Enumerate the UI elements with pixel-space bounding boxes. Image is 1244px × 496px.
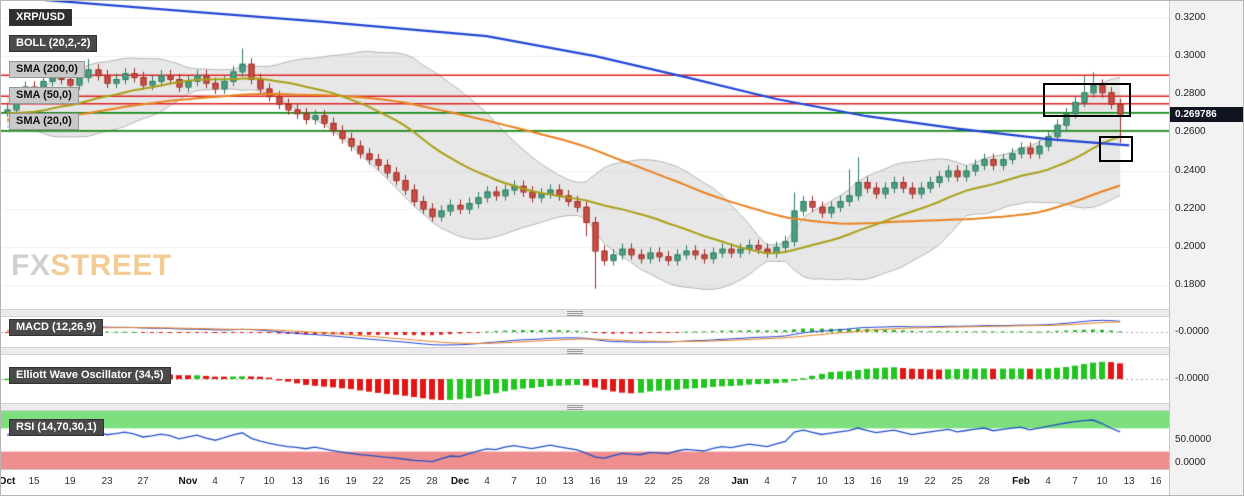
macd-axis-label: -0.0000 bbox=[1175, 326, 1209, 337]
time-axis-label: 13 bbox=[562, 476, 574, 487]
time-axis-label: Feb bbox=[1012, 476, 1030, 487]
time-axis-label: 25 bbox=[951, 476, 963, 487]
time-axis-label: Dec bbox=[450, 476, 470, 487]
time-axis-label: 16 bbox=[318, 476, 330, 487]
price-axis-label: 0.2200 bbox=[1175, 203, 1206, 214]
indicator-badge-boll[interactable]: BOLL (20,2,-2) bbox=[9, 35, 98, 52]
chart-canvas[interactable] bbox=[1, 1, 1169, 495]
price-axis-label: 0.2800 bbox=[1175, 88, 1206, 99]
time-axis-label: 22 bbox=[924, 476, 936, 487]
price-axis-label: 0.2600 bbox=[1175, 126, 1206, 137]
ewo-label-badge[interactable]: Elliott Wave Oscillator (34,5) bbox=[9, 367, 171, 384]
time-axis-label: 28 bbox=[698, 476, 710, 487]
price-axis-label: 0.3000 bbox=[1175, 50, 1206, 61]
time-axis-label: 28 bbox=[978, 476, 990, 487]
time-axis-label: 15 bbox=[28, 476, 40, 487]
time-axis-label: 4 bbox=[484, 476, 490, 487]
time-axis-label: Oct bbox=[0, 476, 16, 487]
time-axis-label: 16 bbox=[870, 476, 882, 487]
time-axis-label: Nov bbox=[178, 476, 198, 487]
watermark-street: STREET bbox=[50, 249, 172, 282]
time-axis-label: 27 bbox=[137, 476, 149, 487]
rsi-axis-label: 50.0000 bbox=[1175, 434, 1212, 445]
time-axis-label: 4 bbox=[212, 476, 218, 487]
macd-label-badge[interactable]: MACD (12,26,9) bbox=[9, 319, 104, 336]
watermark-fx: FX bbox=[11, 249, 51, 282]
time-axis-label: 19 bbox=[64, 476, 76, 487]
time-axis-label: 13 bbox=[1123, 476, 1135, 487]
indicator-badge-sma50[interactable]: SMA (50,0) bbox=[9, 87, 79, 104]
panel-separator[interactable] bbox=[1, 347, 1169, 355]
panel-separator[interactable] bbox=[1, 309, 1169, 317]
time-axis-label: Jan bbox=[731, 476, 749, 487]
panel-resize-grip-icon[interactable] bbox=[567, 405, 583, 410]
time-axis-label: 7 bbox=[791, 476, 797, 487]
panel-resize-grip-icon[interactable] bbox=[567, 349, 583, 354]
time-axis-label: 7 bbox=[1072, 476, 1078, 487]
time-axis-label: 19 bbox=[897, 476, 909, 487]
fxstreet-watermark: FXSTREET bbox=[11, 249, 172, 283]
time-axis-label: 10 bbox=[535, 476, 547, 487]
annotation-box bbox=[1099, 136, 1133, 162]
annotation-box bbox=[1043, 83, 1131, 117]
price-axis-label: 0.1800 bbox=[1175, 279, 1206, 290]
time-axis-label: 25 bbox=[399, 476, 411, 487]
rsi-axis-label: 0.0000 bbox=[1175, 457, 1206, 468]
symbol-badge[interactable]: XRP/USD bbox=[9, 9, 72, 26]
time-axis-label: 19 bbox=[616, 476, 628, 487]
time-axis-label: 16 bbox=[1150, 476, 1162, 487]
time-axis-label: 16 bbox=[589, 476, 601, 487]
time-axis-label: 22 bbox=[372, 476, 384, 487]
time-axis-label: 4 bbox=[1045, 476, 1051, 487]
price-axis-label: 0.3200 bbox=[1175, 12, 1206, 23]
time-axis-label: 22 bbox=[644, 476, 656, 487]
price-axis-label: 0.2400 bbox=[1175, 165, 1206, 176]
price-axis-label: 0.2000 bbox=[1175, 241, 1206, 252]
time-axis-label: 13 bbox=[843, 476, 855, 487]
time-axis-label: 10 bbox=[816, 476, 828, 487]
time-axis-label: 28 bbox=[426, 476, 438, 487]
price-axis[interactable]: 0.269786 0.3200 0.3000 0.2800 0.2600 0.2400 0… bbox=[1169, 1, 1243, 495]
time-axis-label: 4 bbox=[764, 476, 770, 487]
rsi-label-badge[interactable]: RSI (14,70,30,1) bbox=[9, 419, 104, 436]
indicator-badge-sma200[interactable]: SMA (200,0) bbox=[9, 61, 85, 78]
panel-separator[interactable] bbox=[1, 403, 1169, 411]
time-axis-label: 7 bbox=[239, 476, 245, 487]
time-axis-label: 25 bbox=[671, 476, 683, 487]
time-axis-label: 10 bbox=[263, 476, 275, 487]
time-axis-label: 19 bbox=[345, 476, 357, 487]
ewo-axis-label: -0.0000 bbox=[1175, 373, 1209, 384]
time-axis-label: 23 bbox=[101, 476, 113, 487]
indicator-badge-sma20[interactable]: SMA (20,0) bbox=[9, 113, 79, 130]
time-axis-label: 10 bbox=[1096, 476, 1108, 487]
panel-resize-grip-icon[interactable] bbox=[567, 311, 583, 316]
time-axis-label: 13 bbox=[291, 476, 303, 487]
time-axis-label: 7 bbox=[511, 476, 517, 487]
time-axis[interactable]: Oct 15 19 23 27 Nov 4 7 10 13 16 19 22 25 28 Dec 4 7 10 13 1… bbox=[0, 469, 1169, 495]
current-price-badge: 0.269786 bbox=[1170, 107, 1243, 122]
